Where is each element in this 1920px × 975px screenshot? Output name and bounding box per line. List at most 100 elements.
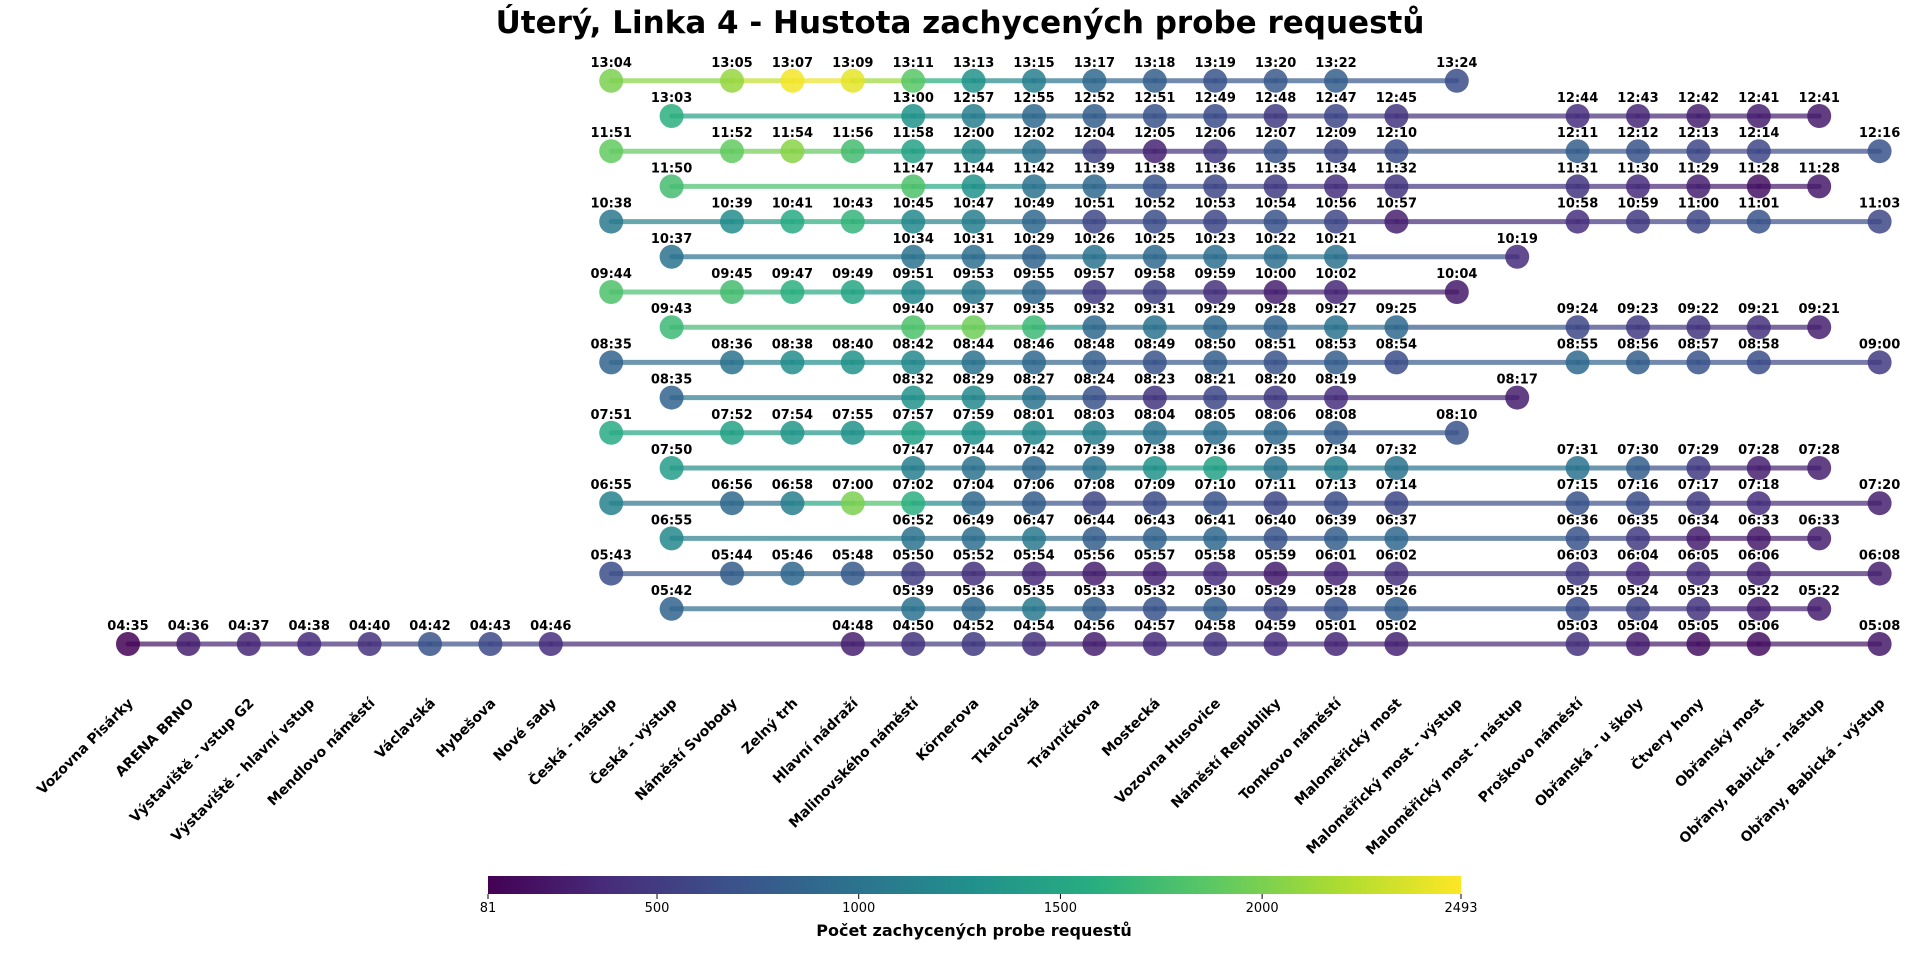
time-label: 06:33 <box>1738 513 1779 528</box>
time-label: 08:46 <box>1013 337 1054 352</box>
time-label: 12:47 <box>1315 91 1356 106</box>
trip-point <box>961 350 986 375</box>
time-label: 11:35 <box>1255 161 1296 176</box>
trip-point <box>1263 315 1288 340</box>
time-label: 05:59 <box>1255 549 1296 564</box>
time-label: 09:45 <box>711 267 752 282</box>
time-label: 11:58 <box>893 126 934 141</box>
trip-point <box>1082 139 1107 164</box>
time-label: 05:06 <box>1738 619 1779 634</box>
time-label: 10:25 <box>1134 232 1175 247</box>
trip-point <box>780 280 805 304</box>
time-label: 10:51 <box>1074 197 1115 212</box>
trip-point <box>418 632 442 656</box>
time-label: 12:42 <box>1678 91 1719 106</box>
time-label: 10:38 <box>591 197 632 212</box>
trip-point <box>1626 456 1650 480</box>
trip-point <box>901 632 926 656</box>
time-label: 07:44 <box>953 443 994 458</box>
trip-point <box>1022 632 1046 656</box>
time-label: 07:39 <box>1074 443 1115 458</box>
time-label: 07:06 <box>1013 478 1054 493</box>
trip-point <box>1626 632 1650 656</box>
time-label: 07:02 <box>893 478 934 493</box>
time-label: 04:38 <box>289 619 330 634</box>
trip-point <box>961 104 986 128</box>
trip-point <box>961 315 986 340</box>
trip-point <box>961 68 986 93</box>
time-label: 13:00 <box>893 91 934 106</box>
time-label: 09:24 <box>1557 302 1598 317</box>
time-label: 05:08 <box>1859 619 1900 634</box>
trip-point <box>1867 350 1892 375</box>
time-label: 11:36 <box>1195 161 1236 176</box>
trip-point <box>961 280 986 304</box>
time-label: 12:09 <box>1315 126 1356 141</box>
time-label: 08:08 <box>1315 408 1356 423</box>
trip-point <box>1142 209 1167 234</box>
time-label: 07:35 <box>1255 443 1296 458</box>
time-label: 12:14 <box>1738 126 1779 141</box>
time-label: 12:41 <box>1799 91 1840 106</box>
trip-point <box>1142 526 1167 551</box>
time-label: 10:53 <box>1195 197 1236 212</box>
time-label: 07:18 <box>1738 478 1779 493</box>
trip-point <box>1142 632 1167 656</box>
trip-point <box>1142 385 1167 410</box>
time-label: 11:51 <box>591 126 632 141</box>
time-label: 05:48 <box>832 549 873 564</box>
time-label: 07:28 <box>1738 443 1779 458</box>
trip-point <box>1022 174 1046 199</box>
time-label: 11:34 <box>1315 161 1356 176</box>
trip-point <box>1686 456 1711 480</box>
trip-point <box>1263 385 1288 410</box>
time-label: 13:19 <box>1195 56 1236 71</box>
time-label: 07:47 <box>893 443 934 458</box>
time-label: 10:02 <box>1315 267 1356 282</box>
trip-point <box>1022 104 1046 128</box>
trip-point <box>901 68 926 93</box>
trip-point <box>1022 350 1046 375</box>
time-label: 13:13 <box>953 56 994 71</box>
trip-point <box>599 491 624 516</box>
time-label: 09:29 <box>1195 302 1236 317</box>
trip-point <box>901 350 926 375</box>
trip-point <box>961 632 986 656</box>
time-label: 09:35 <box>1013 302 1054 317</box>
time-label: 07:11 <box>1255 478 1296 493</box>
time-label: 04:40 <box>349 619 390 634</box>
time-label: 12:12 <box>1617 126 1658 141</box>
time-label: 13:09 <box>832 56 873 71</box>
time-label: 06:52 <box>893 513 934 528</box>
time-label: 13:07 <box>772 56 813 71</box>
time-label: 07:00 <box>832 478 873 493</box>
stop-label: Maloměřický most <box>1292 695 1406 809</box>
colorbar: 81 500 1000 1500 2000 2493 Počet zachycených … <box>480 876 1478 940</box>
trip-point <box>1263 420 1288 445</box>
trip-point <box>961 456 986 480</box>
time-label: 05:22 <box>1799 584 1840 599</box>
trip-point <box>1082 104 1107 128</box>
trip-point <box>1022 596 1046 621</box>
trip-point <box>720 420 744 445</box>
trip-point <box>1142 420 1167 445</box>
trip-point <box>1807 174 1832 199</box>
time-label: 12:05 <box>1134 126 1175 141</box>
trip-point <box>720 491 744 516</box>
time-label: 05:05 <box>1678 619 1719 634</box>
time-label: 06:05 <box>1678 549 1719 564</box>
trip-point <box>1263 104 1288 128</box>
trip-point <box>659 526 684 551</box>
time-label: 08:23 <box>1134 373 1175 388</box>
time-label: 12:11 <box>1557 126 1598 141</box>
trip-point <box>599 280 624 304</box>
time-label: 05:26 <box>1376 584 1417 599</box>
trip-point <box>720 68 744 93</box>
trip-point <box>1263 561 1288 586</box>
time-label: 09:49 <box>832 267 873 282</box>
trip-point <box>901 104 926 128</box>
time-label: 12:51 <box>1134 91 1175 106</box>
time-label: 08:44 <box>953 337 994 352</box>
time-label: 07:17 <box>1678 478 1719 493</box>
trip-point <box>780 420 805 445</box>
